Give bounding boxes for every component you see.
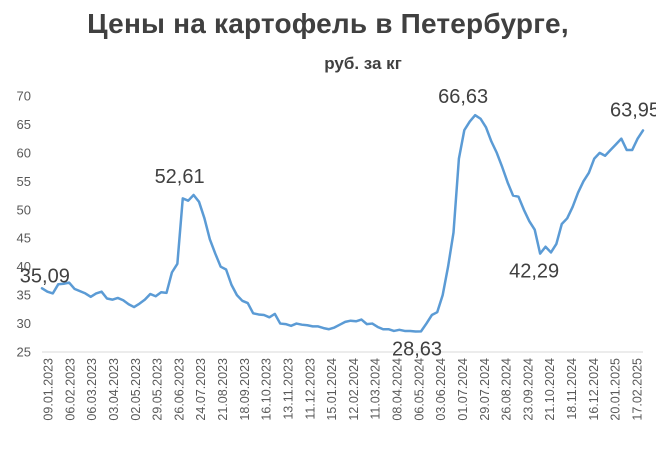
y-tick-label: 60: [17, 145, 31, 160]
x-tick-label: 13.11.2023: [281, 358, 295, 420]
data-label: 66,63: [438, 86, 488, 108]
y-tick-label: 30: [17, 316, 31, 331]
y-tick-label: 25: [17, 345, 31, 360]
x-tick-label: 26.06.2023: [172, 358, 186, 421]
y-tick-label: 55: [17, 174, 31, 189]
x-tick-label: 06.05.2024: [412, 358, 426, 421]
x-tick-label: 18.09.2023: [238, 358, 252, 421]
x-tick-label: 12.02.2024: [347, 358, 361, 421]
x-tick-label: 15.01.2024: [325, 358, 339, 421]
x-tick-label: 11.12.2023: [303, 358, 317, 420]
x-tick-label: 16.10.2023: [260, 358, 274, 421]
data-label: 52,61: [155, 166, 205, 188]
x-tick-label: 01.07.2024: [456, 358, 470, 421]
x-tick-label: 26.08.2024: [500, 358, 514, 421]
y-tick-label: 50: [17, 202, 31, 217]
x-tick-label: 06.02.2023: [63, 358, 77, 421]
y-tick-label: 70: [17, 89, 31, 104]
x-tick-label: 21.10.2024: [543, 358, 557, 421]
x-tick-label: 09.01.2023: [42, 358, 56, 421]
x-tick-label: 03.06.2024: [434, 358, 448, 421]
x-tick-label: 08.04.2024: [391, 358, 405, 421]
x-tick-label: 17.02.2025: [631, 358, 645, 421]
series-line: [40, 113, 645, 333]
y-tick-label: 40: [17, 259, 31, 274]
x-tick-label: 16.12.2024: [587, 358, 601, 421]
x-tick-label: 23.09.2024: [521, 358, 535, 421]
x-tick-label: 29.05.2023: [151, 358, 165, 421]
x-tick-label: 18.11.2024: [565, 358, 579, 420]
x-tick-label: 06.03.2023: [85, 358, 99, 421]
x-tick-label: 24.07.2023: [194, 358, 208, 421]
x-tick-label: 02.05.2023: [129, 358, 143, 421]
data-label: 42,29: [509, 261, 559, 283]
x-tick-label: 11.03.2024: [369, 358, 383, 420]
y-tick-label: 45: [17, 231, 31, 246]
chart-subtitle: руб. за кг: [324, 54, 402, 73]
y-tick-label: 65: [17, 117, 31, 132]
x-tick-label: 29.07.2024: [478, 358, 492, 421]
x-tick-label: 03.04.2023: [107, 358, 121, 421]
data-label: 28,63: [392, 338, 442, 360]
x-tick-label: 20.01.2025: [609, 358, 623, 421]
data-label: 35,09: [20, 266, 70, 288]
chart-title: Цены на картофель в Петербурге,: [87, 8, 569, 39]
y-tick-label: 35: [17, 288, 31, 303]
data-label: 63,95: [610, 99, 656, 121]
x-tick-label: 21.08.2023: [216, 358, 230, 421]
